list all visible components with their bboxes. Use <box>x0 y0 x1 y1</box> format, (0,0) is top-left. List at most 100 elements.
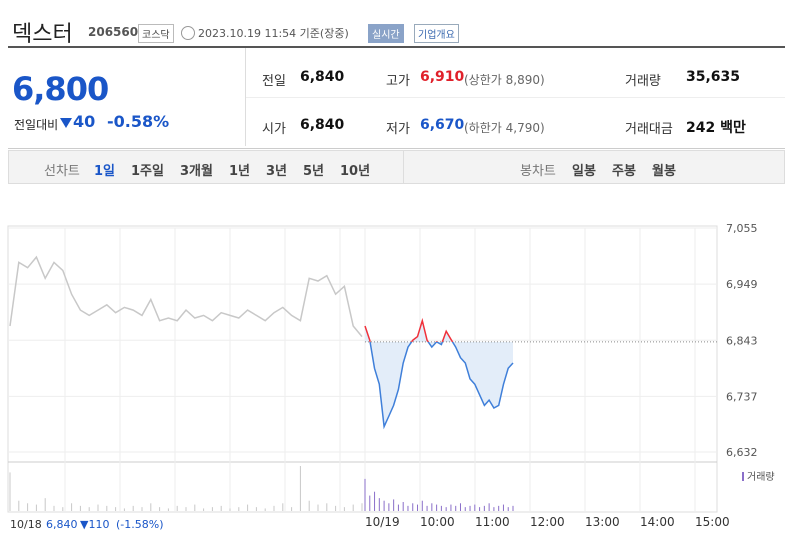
volume-bar <box>412 503 414 511</box>
volume-bar <box>53 505 55 511</box>
volume-bar <box>220 505 222 511</box>
volume-bar <box>388 503 390 511</box>
candle-tab[interactable]: 주봉 <box>612 164 636 179</box>
clock-icon <box>181 26 195 40</box>
volume-bar <box>264 508 266 511</box>
volume-bar <box>299 466 301 511</box>
volume-bar <box>27 503 29 511</box>
volume-bar <box>308 500 310 511</box>
y-tick-label: 6,949 <box>726 278 758 291</box>
period-tab[interactable]: 1년 <box>229 164 251 179</box>
volume-bar <box>436 504 438 511</box>
volume-bar <box>440 505 442 511</box>
period-tab[interactable]: 1일 <box>94 164 116 179</box>
volume-bar <box>343 507 345 511</box>
volume-bar <box>352 504 354 511</box>
volume-bar <box>335 505 337 511</box>
volume-bar <box>383 500 385 511</box>
x-tick-label: 15:00 <box>695 515 730 529</box>
volume-bar <box>35 504 37 511</box>
divider <box>245 48 246 146</box>
volume-bar <box>502 504 504 511</box>
volume-bar <box>141 507 143 511</box>
change-label: 전일대비 <box>14 118 59 132</box>
volume-bar <box>62 507 64 511</box>
realtime-button[interactable]: 실시간 <box>368 24 404 43</box>
volume-bar <box>9 472 11 511</box>
volume-legend-swatch <box>742 472 744 481</box>
stat-label: 거래대금 <box>625 122 673 137</box>
volume-bar <box>106 505 108 511</box>
x-tick-label: 12:00 <box>530 515 565 529</box>
volume-bar <box>361 503 363 511</box>
timestamp: 2023.10.19 11:54 기준(장중) <box>198 27 349 40</box>
volume-bar <box>132 505 134 511</box>
volume-bar <box>512 505 514 511</box>
stat-label: 시가 <box>262 122 286 137</box>
volume-bar <box>431 503 433 511</box>
overview-button[interactable]: 기업개요 <box>414 24 459 43</box>
volume-bar <box>459 503 461 511</box>
plot-frame <box>7 225 718 513</box>
volume-bar <box>238 507 240 511</box>
volume-bar <box>374 491 376 511</box>
volume-bar <box>194 504 196 511</box>
prev-day-line <box>9 255 363 338</box>
volume-bar <box>450 504 452 511</box>
stat-label: 저가 <box>386 122 410 137</box>
prev-summary-rate: (-1.58%) <box>116 518 164 531</box>
y-tick-label: 6,843 <box>726 334 758 347</box>
volume-bar <box>402 502 404 511</box>
volume-bar <box>247 504 249 511</box>
x-tick-label: 13:00 <box>585 515 620 529</box>
change-rate: -0.58% <box>107 112 170 131</box>
y-tick-label: 6,737 <box>726 390 758 403</box>
period-tab[interactable]: 3년 <box>266 164 288 179</box>
stat-label: 거래량 <box>625 74 661 89</box>
prev-summary-close: 6,840 <box>46 518 78 531</box>
stock-code: 206560 <box>88 25 139 39</box>
stat-label: 전일 <box>262 74 286 89</box>
volume-bar <box>488 503 490 511</box>
x-tick-label: 10/19 <box>365 515 400 529</box>
stat-value: 35,635 <box>686 69 741 85</box>
volume-bar <box>426 505 428 511</box>
volume-bar <box>97 504 99 511</box>
volume-bar <box>393 499 395 511</box>
volume-bar <box>455 505 457 511</box>
stock-name: 덱스터 <box>12 22 73 47</box>
tab-label: 봉차트 <box>520 164 556 179</box>
stat-note: (하한가 4,790) <box>464 121 545 135</box>
volume-bar <box>479 507 481 511</box>
volume-bar <box>469 505 471 511</box>
volume-bar <box>44 498 46 511</box>
volume-bar <box>203 508 205 511</box>
x-tick-label: 14:00 <box>640 515 675 529</box>
volume-bar <box>211 507 213 511</box>
period-tab[interactable]: 3개월 <box>180 164 213 179</box>
volume-bar <box>397 504 399 511</box>
period-tab[interactable]: 1주일 <box>131 164 164 179</box>
stat-value: 6,670 <box>420 117 465 133</box>
area-fill <box>365 320 513 427</box>
volume-bar <box>317 504 319 511</box>
period-tab[interactable]: 5년 <box>303 164 325 179</box>
period-tab[interactable]: 10년 <box>340 164 371 179</box>
stat-value: 6,840 <box>300 117 345 133</box>
volume-bar <box>150 503 152 511</box>
volume-legend: 거래량 <box>747 471 775 483</box>
volume-bar <box>326 503 328 511</box>
candle-tab[interactable]: 일봉 <box>572 164 596 179</box>
volume-bar <box>159 507 161 511</box>
x-tick-label: 11:00 <box>475 515 510 529</box>
tab-bar <box>8 150 785 184</box>
volume-bar <box>273 505 275 511</box>
stat-note: (상한가 8,890) <box>464 73 545 87</box>
volume-bar <box>493 507 495 511</box>
volume-bar <box>507 507 509 511</box>
prev-summary-date: 10/18 <box>10 518 42 531</box>
stat-value: 6,840 <box>300 69 345 85</box>
prev-summary-change: ▼110 <box>80 518 109 531</box>
candle-tab[interactable]: 월봉 <box>652 164 676 179</box>
